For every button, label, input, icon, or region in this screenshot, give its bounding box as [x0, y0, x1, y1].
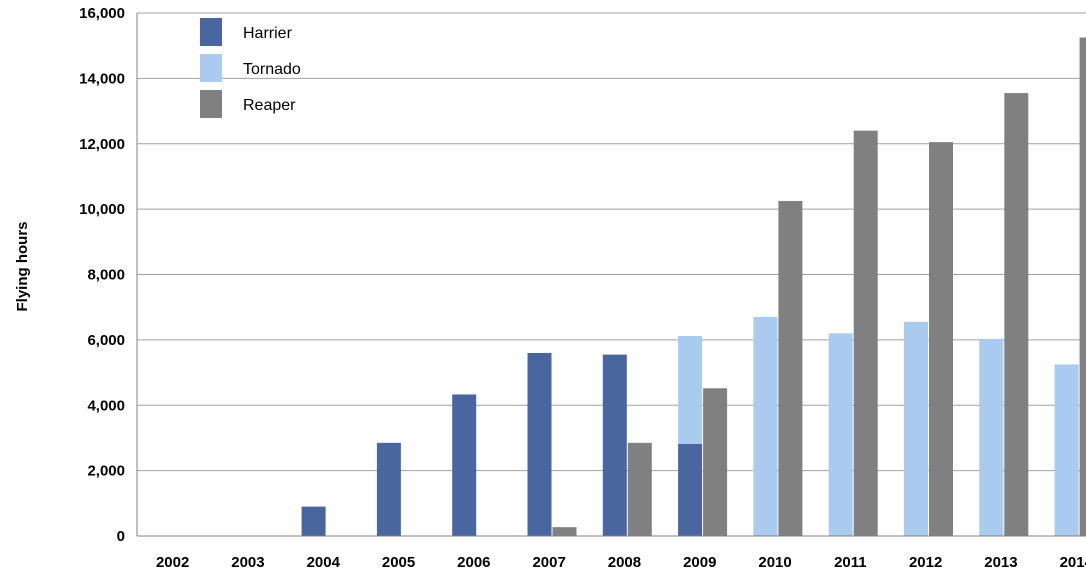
y-tick-labels: 0 2,000 4,000 6,000 8,000 10,000 12,000 14,000 1… — [79, 5, 125, 545]
bars — [301, 37, 1086, 537]
bar-harrier-2007 — [527, 352, 552, 536]
y-tick-label: 12,000 — [79, 136, 125, 153]
y-tick-label: 14,000 — [79, 70, 125, 87]
bar-tornado-2012 — [904, 321, 928, 536]
y-tick-label: 10,000 — [79, 201, 125, 218]
legend-swatch-reaper — [200, 90, 222, 118]
bar-harrier-2009 — [678, 443, 703, 536]
legend-swatch-harrier — [200, 18, 222, 46]
bar-reaper-2011 — [853, 130, 878, 537]
x-tick-label: 2004 — [307, 554, 341, 571]
legend-label-tornado: Tornado — [243, 61, 301, 78]
legend-swatch-tornado — [200, 54, 222, 82]
legend: Harrier Tornado Reaper — [200, 18, 301, 118]
x-tick-label: 2014 — [1060, 554, 1086, 571]
x-tick-label: 2008 — [608, 554, 641, 571]
bar-harrier-2006 — [452, 394, 477, 536]
y-tick-label: 2,000 — [87, 463, 125, 480]
bar-tornado-2010 — [753, 316, 778, 536]
bar-reaper-2008 — [627, 442, 652, 536]
x-tick-label: 2005 — [382, 554, 415, 571]
y-axis-label: Flying hours — [14, 222, 31, 312]
x-tick-labels: 2002 2003 2004 2005 2006 2007 2008 2009 2010 2011… — [156, 554, 1086, 571]
x-tick-label: 2012 — [909, 554, 942, 571]
bar-harrier-2004 — [301, 506, 326, 536]
x-tick-label: 2013 — [984, 554, 1017, 571]
bar-reaper-2012 — [929, 142, 953, 536]
x-tick-label: 2010 — [758, 554, 791, 571]
bar-reaper-2014 — [1079, 37, 1086, 536]
bar-tornado-2014 — [1054, 364, 1079, 536]
bar-reaper-2013 — [1004, 93, 1029, 536]
bar-tornado-2009 — [678, 335, 703, 444]
bar-harrier-2005 — [376, 442, 401, 536]
x-tick-label: 2003 — [231, 554, 264, 571]
x-tick-label: 2011 — [834, 554, 867, 571]
x-tick-label: 2007 — [532, 554, 565, 571]
y-tick-label: 8,000 — [87, 267, 125, 284]
bar-reaper-2009 — [703, 388, 728, 536]
y-tick-label: 16,000 — [79, 5, 125, 22]
x-tick-label: 2002 — [156, 554, 189, 571]
bar-reaper-2007 — [552, 527, 577, 536]
bar-harrier-2008 — [602, 354, 627, 536]
bar-reaper-2010 — [778, 200, 803, 536]
y-tick-label: 0 — [117, 528, 125, 545]
x-tick-label: 2006 — [457, 554, 490, 571]
gridlines — [137, 12, 1086, 472]
bar-tornado-2011 — [828, 333, 853, 536]
bar-tornado-2013 — [979, 338, 1004, 536]
y-tick-label: 6,000 — [87, 332, 125, 349]
y-tick-label: 4,000 — [87, 397, 125, 414]
legend-label-harrier: Harrier — [243, 25, 293, 42]
legend-label-reaper: Reaper — [243, 97, 296, 114]
x-tick-label: 2009 — [683, 554, 716, 571]
